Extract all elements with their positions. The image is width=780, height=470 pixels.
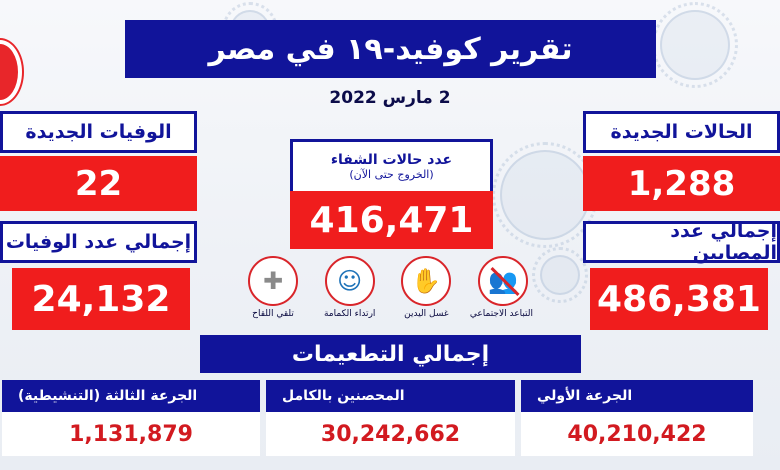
vaccine-item: ✚ تلقي اللقاح [243,256,303,332]
precautions-icons-row: 👥 التباعد الاجتماعي ✋ غسل اليدين ☺ ارتدا… [243,256,533,332]
face-mask-caption: ارتداء الكمامة [323,309,376,319]
vaccinations-title: إجمالي التطعيمات [200,335,581,373]
social-distancing-icon: 👥 [478,256,528,306]
total-deaths-value: 24,132 [12,268,190,330]
recoveries-label: عدد حالات الشفاء [330,152,453,168]
fully-vaccinated-label: المحصنين بالكامل [266,380,515,412]
fully-vaccinated-value: 30,242,662 [320,421,461,447]
background-virus-shape [652,2,738,88]
total-deaths-label: إجمالي عدد الوفيات [0,221,197,263]
total-cases-label: إجمالي عدد المصابين [583,220,780,264]
third-dose-label: الجرعة الثالثة (التنشيطية) [2,380,260,412]
vaccine-syringe-icon: ✚ [248,256,299,306]
page-title: تقرير كوفيد-١٩ في مصر [125,20,656,78]
new-cases-label: الحالات الجديدة [583,111,780,153]
new-deaths-label: الوفيات الجديدة [0,111,197,153]
face-mask-icon: ☺ [324,256,375,306]
logo-badge-partial [0,40,22,104]
third-dose-value: 1,131,879 [69,421,193,447]
first-dose-value: 40,210,422 [567,421,707,447]
hand-washing-icon: ✋ [401,256,452,306]
face-mask-item: ☺ ارتداء الكمامة [320,256,380,332]
hand-washing-item: ✋ غسل اليدين [396,256,456,332]
report-date: 2 مارس 2022 [329,88,451,108]
fully-vaccinated-card: المحصنين بالكامل 30,242,662 [266,380,515,456]
social-distancing-item: 👥 التباعد الاجتماعي [469,256,533,332]
first-dose-card: الجرعة الأولي 40,210,422 [521,380,753,456]
background-virus-shape [492,142,598,248]
new-cases-value: 1,288 [583,156,780,211]
new-deaths-value: 22 [0,156,197,211]
social-distancing-caption: التباعد الاجتماعي [469,309,533,319]
total-cases-value: 486,381 [590,268,768,330]
recoveries-value: 416,471 [290,191,493,249]
background-virus-shape [532,247,588,303]
recoveries-label-box: عدد حالات الشفاء (الخروج حتى الآن) [290,139,493,191]
recoveries-sublabel: (الخروج حتى الآن) [349,168,434,181]
first-dose-label: الجرعة الأولي [521,380,753,412]
third-dose-card: الجرعة الثالثة (التنشيطية) 1,131,879 [2,380,260,456]
hand-washing-caption: غسل اليدين [404,309,449,319]
vaccine-caption: تلقي اللقاح [252,309,294,319]
